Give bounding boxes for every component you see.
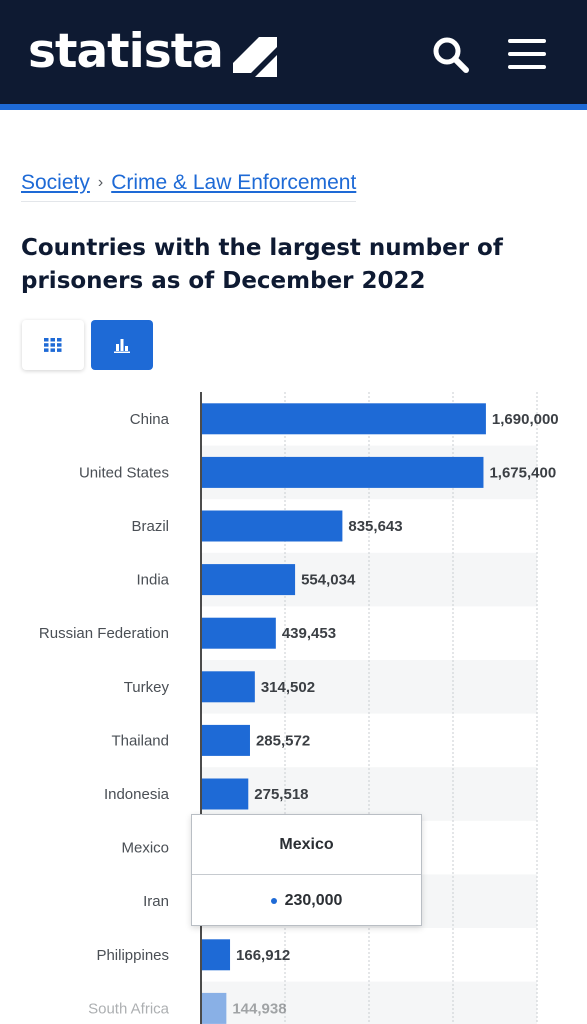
chart-tooltip: Mexico 230,000 [191,814,422,926]
series-dot-icon [270,898,277,904]
bar [202,617,276,649]
value-label: 144,938 [232,1000,286,1017]
category-label: Russian Federation [39,625,169,642]
bar [202,564,296,596]
search-icon[interactable] [430,34,470,74]
breadcrumb-crime-law-enforcement[interactable]: Crime & Law Enforcement [111,170,357,194]
value-label: 166,912 [236,947,290,964]
value-label: 554,034 [301,572,356,589]
bar [202,510,343,542]
tooltip-title: Mexico [192,815,421,875]
logo-text: statista [28,24,224,79]
value-label: 314,502 [261,679,315,696]
value-label: 439,453 [282,625,336,642]
category-label: Iran [143,893,169,910]
value-label: 1,690,000 [492,411,559,428]
category-label: Philippines [96,947,169,964]
hamburger-menu-icon[interactable] [506,34,548,74]
bar-chart-icon [114,339,130,353]
category-label: Thailand [111,732,169,749]
site-header: statista [0,0,587,104]
category-label: United States [79,464,169,481]
category-label: India [136,572,169,589]
bar-chart: China 1,690,000 United States 1,675,400 Braz… [39,392,559,1024]
header-accent-stripe [0,104,587,110]
tooltip-value: 230,000 [284,892,343,909]
value-label: 835,643 [348,518,402,535]
chart-view-button[interactable] [91,320,153,370]
category-label: Indonesia [104,786,170,803]
value-label: 285,572 [256,732,310,749]
bar [202,456,484,488]
category-label: China [130,411,170,428]
logo-mark-icon [232,33,277,77]
category-label: South Africa [88,1000,170,1017]
table-grid-icon [44,338,62,352]
category-label: Brazil [131,518,169,535]
bar [202,939,231,971]
table-view-button[interactable] [22,320,84,370]
page-title: Countries with the largest number of pri… [21,235,503,294]
tooltip-value-row: 230,000 [192,875,421,927]
breadcrumb-society[interactable]: Society [21,170,90,194]
value-label: 1,675,400 [489,464,556,481]
breadcrumb-separator: › [97,173,104,191]
value-label: 275,518 [254,786,308,803]
statista-logo[interactable]: statista [28,24,277,80]
bar [202,671,255,703]
bar [202,992,227,1024]
category-label: Mexico [121,840,169,857]
bar [202,724,250,756]
category-label: Turkey [124,679,170,696]
breadcrumb: Society › Crime & Law Enforcement [21,168,357,202]
bar [202,778,249,810]
bar [202,403,486,435]
